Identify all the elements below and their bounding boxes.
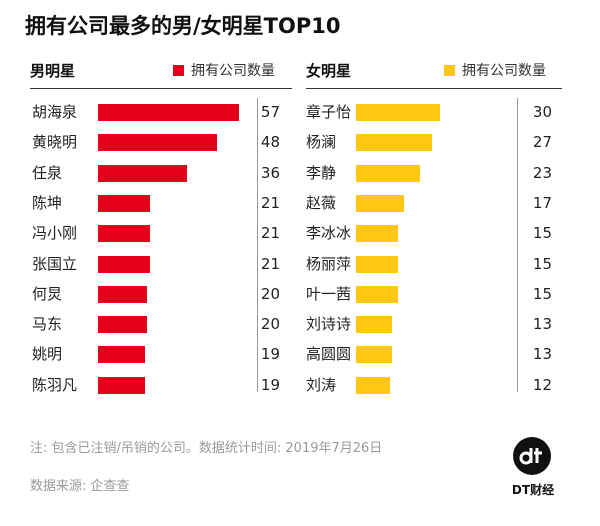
female-bar [356, 164, 421, 182]
female-value-label: 23 [532, 163, 552, 182]
male-category-label: 冯小刚 [32, 224, 78, 243]
female-category-label: 李冰冰 [306, 224, 352, 243]
female-value-label: 12 [532, 375, 552, 394]
female-value-label: 13 [532, 345, 552, 364]
male-category-label: 胡海泉 [32, 103, 78, 121]
chart-title: 拥有公司最多的男/女明星TOP10 [25, 14, 341, 38]
female-bar [356, 285, 398, 303]
male-category-label: 姚明 [32, 345, 63, 364]
data-source: 数据来源: 企查查 [30, 479, 130, 494]
male-category-label: 张国立 [32, 254, 78, 273]
dt-logo-icon [513, 437, 551, 475]
male-bar [98, 285, 148, 303]
male-legend: 拥有公司数量 [173, 60, 275, 80]
female-value-label: 30 [532, 103, 552, 121]
male-value-label: 20 [260, 284, 280, 303]
female-value-label: 15 [532, 284, 552, 303]
male-category-label: 黄晓明 [32, 133, 78, 152]
female-value-label: 15 [532, 224, 552, 243]
female-category-label: 叶一茜 [306, 284, 352, 303]
female-category-label: 赵薇 [306, 193, 337, 212]
male-header-divider [30, 88, 292, 89]
male-value-label: 48 [260, 133, 280, 152]
female-legend: 拥有公司数量 [444, 60, 546, 80]
male-value-label: 20 [260, 315, 280, 334]
male-category-label: 马东 [32, 315, 63, 334]
female-value-label: 13 [532, 315, 552, 334]
male-value-label: 19 [260, 345, 280, 364]
footnote: 注: 包含已注销/吊销的公司。数据统计时间: 2019年7月26日 [30, 441, 383, 456]
female-bar [356, 225, 398, 243]
female-bar [356, 255, 398, 273]
male-category-label: 何炅 [32, 284, 63, 303]
male-value-label: 21 [260, 224, 280, 243]
female-category-label: 刘涛 [306, 375, 337, 394]
male-legend-label: 拥有公司数量 [191, 63, 275, 79]
female-category-label: 杨丽萍 [306, 254, 352, 273]
male-bar [98, 376, 145, 394]
male-category-label: 陈羽凡 [32, 375, 78, 394]
male-bar [98, 134, 217, 152]
female-bar [356, 346, 393, 364]
male-value-label: 36 [260, 163, 280, 182]
male-value-label: 57 [260, 103, 280, 121]
female-category-label: 杨澜 [306, 133, 337, 152]
female-legend-swatch [444, 64, 455, 76]
female-bar [356, 194, 404, 212]
female-bar [356, 316, 393, 334]
male-bar [98, 346, 145, 364]
logo-text: DT财经 [511, 483, 555, 497]
male-bar [98, 164, 187, 182]
female-category-label: 李静 [306, 163, 337, 182]
male-value-divider [257, 98, 258, 392]
male-bar [98, 255, 150, 273]
female-category-label: 章子怡 [306, 103, 352, 121]
female-value-label: 17 [532, 193, 552, 212]
male-bar [98, 225, 150, 243]
female-value-divider [517, 98, 518, 392]
female-panel-heading: 女明星 [306, 62, 352, 80]
male-value-label: 21 [260, 193, 280, 212]
male-bar [98, 316, 148, 334]
female-category-label: 刘诗诗 [306, 315, 352, 334]
male-category-label: 陈坤 [32, 193, 63, 212]
female-header-divider [306, 88, 562, 89]
male-bar [98, 194, 150, 212]
female-bar [356, 134, 432, 152]
male-value-label: 21 [260, 254, 280, 273]
female-category-label: 高圆圆 [306, 345, 352, 364]
male-legend-swatch [173, 64, 184, 76]
female-value-label: 27 [532, 133, 552, 152]
male-category-label: 任泉 [32, 163, 63, 182]
female-bar [356, 104, 440, 121]
female-legend-label: 拥有公司数量 [462, 63, 546, 79]
male-bar [98, 104, 239, 121]
female-bar [356, 376, 390, 394]
male-value-label: 19 [260, 375, 280, 394]
male-panel-heading: 男明星 [30, 62, 76, 80]
female-value-label: 15 [532, 254, 552, 273]
